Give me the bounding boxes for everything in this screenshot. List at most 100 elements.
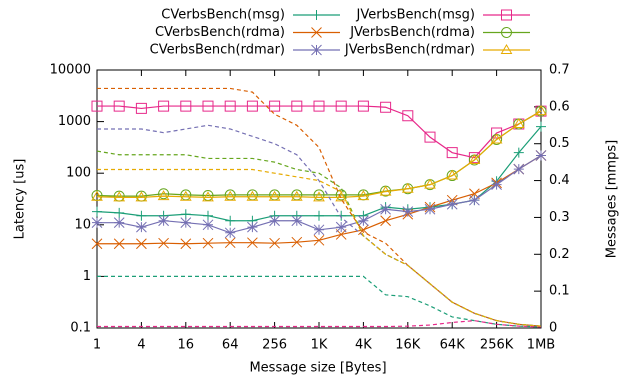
marker: [313, 189, 325, 201]
x-tick-label: 1: [93, 338, 101, 353]
y-tick-label: 1: [83, 269, 91, 284]
marker: [113, 100, 125, 112]
marker: [246, 190, 259, 201]
marker: [224, 100, 236, 112]
latency-line: [96, 110, 542, 198]
marker: [424, 203, 436, 215]
marker: [224, 189, 236, 201]
marker: [269, 189, 281, 201]
marker: [357, 100, 369, 112]
marker: [246, 189, 258, 201]
marker: [92, 206, 102, 217]
x-tick-label: 1MB: [527, 338, 555, 353]
marker: [247, 237, 258, 249]
throughput-line: [97, 275, 542, 328]
x-axis-label: Message size [Bytes]: [249, 361, 386, 376]
x-tick-label: 256: [262, 338, 287, 353]
marker: [313, 224, 325, 236]
x-tick-label: 16: [178, 338, 195, 353]
marker: [468, 154, 481, 165]
marker: [91, 217, 103, 229]
y2-tick-label: 0.2: [549, 247, 570, 262]
marker: [246, 100, 258, 112]
marker: [135, 191, 148, 202]
y2-tick-label: 0.3: [549, 210, 570, 225]
marker: [157, 190, 170, 201]
marker: [513, 163, 525, 175]
marker: [180, 209, 191, 220]
marker: [113, 238, 125, 250]
marker: [536, 121, 546, 132]
latency-line: [97, 105, 542, 159]
marker: [291, 100, 303, 112]
marker: [91, 238, 103, 250]
marker: [380, 203, 391, 215]
y2-tick-label: 0.7: [549, 63, 570, 78]
x-tick-label: 1K: [311, 338, 328, 353]
marker: [313, 234, 325, 246]
marker: [335, 221, 347, 233]
marker: [136, 238, 147, 250]
x-tick-label: 4: [137, 338, 145, 353]
x-tick-label: 64K: [440, 338, 466, 353]
legend-label: CVerbsBench(rdma): [155, 25, 285, 40]
marker: [491, 179, 502, 191]
marker: [180, 238, 192, 250]
marker: [358, 215, 369, 227]
x-tick-label: 256K: [480, 338, 514, 353]
marker: [224, 227, 236, 239]
marker: [136, 221, 147, 233]
legend-marker: [311, 10, 322, 20]
y2-tick-label: 0: [549, 321, 557, 336]
marker: [269, 237, 280, 249]
marker: [158, 188, 170, 200]
marker: [202, 190, 214, 201]
y-tick-label: 10000: [50, 63, 91, 78]
marker: [158, 100, 170, 112]
marker: [269, 215, 280, 227]
marker: [446, 147, 458, 159]
marker: [424, 131, 436, 143]
marker: [335, 100, 347, 112]
marker: [513, 147, 524, 158]
legend-marker: [311, 27, 322, 38]
legend-marker: [311, 44, 322, 56]
throughput-line: [97, 124, 542, 327]
marker: [291, 215, 303, 227]
legend-label: CVerbsBench(msg): [161, 8, 285, 23]
marker: [424, 178, 436, 189]
marker: [224, 190, 237, 201]
throughput-line: [96, 150, 542, 327]
marker: [401, 182, 414, 193]
marker: [402, 206, 414, 217]
marker: [91, 100, 103, 112]
y-tick-label: 100: [66, 166, 91, 181]
marker: [91, 190, 103, 201]
marker: [202, 219, 214, 231]
marker: [158, 237, 169, 249]
latency-line: [96, 110, 542, 197]
marker: [314, 210, 324, 221]
marker: [535, 105, 547, 116]
marker: [179, 190, 192, 201]
marker: [380, 101, 392, 113]
legend-label: CVerbsBench(rdmar): [150, 43, 285, 58]
marker: [247, 221, 258, 233]
marker: [202, 191, 214, 202]
marker: [379, 185, 392, 196]
marker: [380, 215, 391, 227]
marker: [203, 210, 213, 221]
marker: [512, 117, 525, 128]
marker: [290, 190, 303, 201]
legend-marker: [500, 44, 513, 54]
x-tick-label: 16K: [395, 338, 421, 353]
y2-tick-label: 0.5: [549, 136, 570, 151]
marker: [490, 133, 503, 144]
marker: [224, 237, 236, 249]
marker: [446, 198, 458, 210]
marker: [180, 217, 192, 229]
y-tick-label: 10: [74, 217, 91, 232]
marker: [336, 210, 347, 221]
y-tick-label: 1000: [58, 114, 91, 129]
x-tick-label: 64: [222, 338, 239, 353]
